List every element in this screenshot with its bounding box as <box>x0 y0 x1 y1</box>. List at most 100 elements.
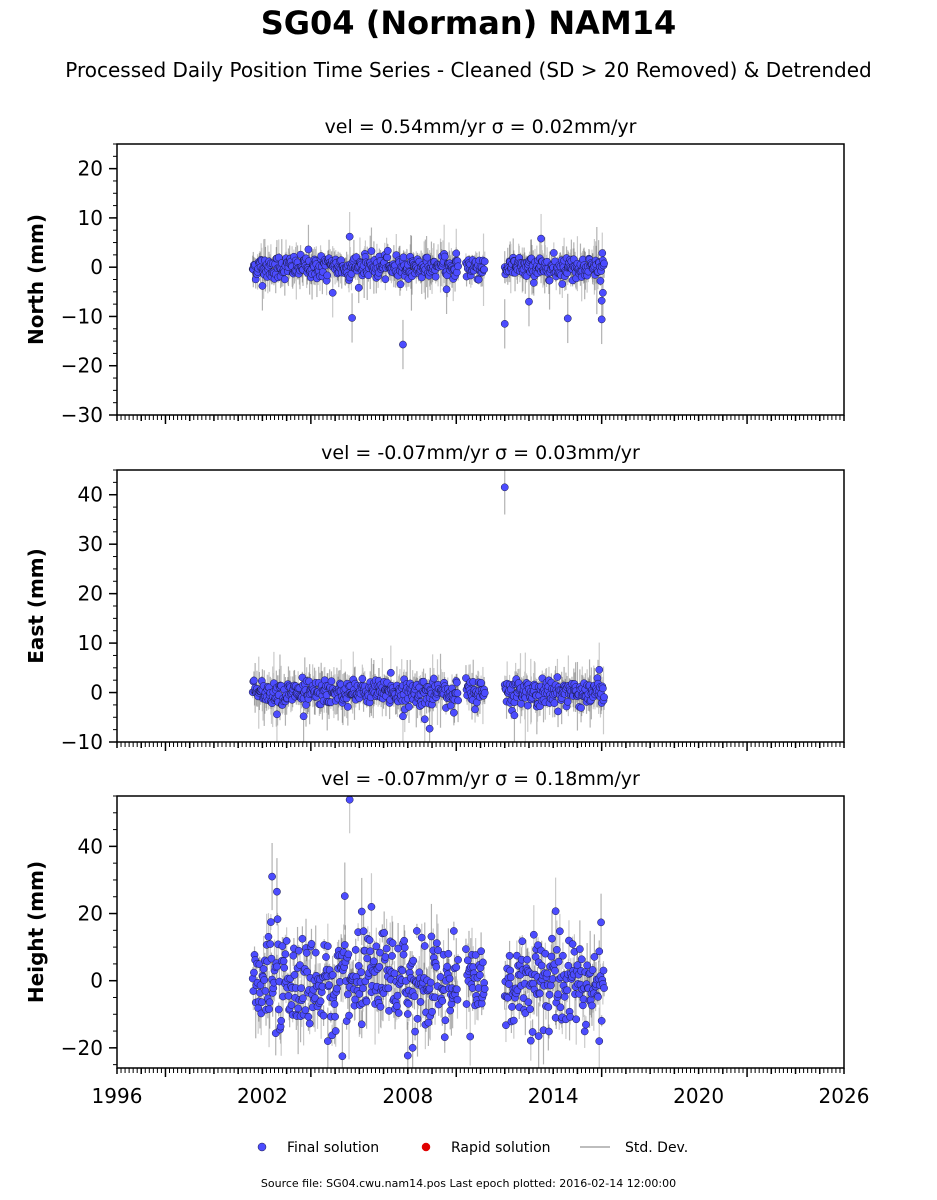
final-solution-point <box>355 990 364 998</box>
final-solution-point <box>250 676 258 685</box>
final-solution-point <box>294 1004 302 1013</box>
final-solution-point <box>299 712 308 721</box>
final-solution-point <box>357 907 366 916</box>
final-solution-point <box>260 976 269 984</box>
final-solution-point <box>340 892 349 900</box>
final-solution-point <box>528 1028 537 1036</box>
final-solution-point <box>354 283 363 292</box>
final-solution-point <box>479 958 487 967</box>
final-solution-point <box>545 1027 553 1036</box>
final-solution-point <box>427 932 436 941</box>
y-tick-label: 40 <box>78 483 103 507</box>
final-solution-point <box>550 699 559 708</box>
final-solution-point <box>529 278 538 287</box>
x-axis-east <box>116 742 845 751</box>
final-solution-point <box>573 961 582 969</box>
final-solution-point <box>277 1016 286 1025</box>
final-solution-point <box>526 1036 535 1045</box>
final-solution-point <box>477 947 485 956</box>
final-solution-point <box>505 951 514 960</box>
final-solution-point <box>273 962 281 971</box>
x-tick-label: 1996 <box>92 1084 143 1108</box>
final-solution-point <box>404 999 413 1008</box>
final-solution-point <box>577 955 586 964</box>
final-solution-point <box>529 930 538 939</box>
stddev-bars-height <box>252 796 605 1068</box>
final-solution-point <box>278 942 287 950</box>
y-tick-label: 0 <box>90 255 103 279</box>
stddev-bars-east <box>252 470 605 742</box>
final-solution-point <box>273 710 281 719</box>
final-solution-point <box>590 953 599 961</box>
final-solution-point <box>257 998 266 1007</box>
final-solution-point <box>551 966 559 975</box>
final-solution-point <box>576 945 584 953</box>
final-solution-point <box>454 696 462 705</box>
final-solution-point <box>430 674 438 683</box>
final-solution-point <box>328 971 337 979</box>
y-tick-label: 0 <box>90 681 103 705</box>
final-solution-point <box>441 1016 450 1025</box>
final-solution-point <box>563 986 571 995</box>
x-tick-label: 2008 <box>382 1084 433 1108</box>
panel-east: −10 0 10 20 30 40 vel = -0.07mm/yr σ = 0.03mm/… <box>24 442 845 754</box>
panel-title: vel = 0.54mm/yr σ = 0.02mm/yr <box>325 116 637 138</box>
final-solution-point <box>400 936 409 945</box>
y-axis-label: Height (mm) <box>24 861 48 1003</box>
final-solution-point <box>452 963 461 972</box>
final-solution-point <box>399 712 407 721</box>
final-solution-point <box>554 990 562 999</box>
final-solution-point <box>548 934 556 943</box>
final-solution-point <box>375 963 384 971</box>
final-solution-point <box>577 703 585 712</box>
final-solution-point <box>410 992 419 1001</box>
legend-item: Final solution <box>257 1140 379 1156</box>
final-solution-point <box>431 272 440 281</box>
final-solution-point <box>423 253 432 262</box>
final-solution-point <box>280 275 289 284</box>
final-solution-point <box>258 282 267 290</box>
final-solution-point <box>600 259 608 268</box>
final-solution-point <box>525 297 533 306</box>
legend-label: Final solution <box>287 1140 379 1156</box>
final-solution-point <box>600 693 608 702</box>
final-solution-point <box>330 1000 339 1008</box>
x-tick-label: 2014 <box>528 1084 579 1108</box>
y-tick-label: 10 <box>78 206 103 230</box>
final-solution-point <box>476 971 484 979</box>
final-solution-point <box>480 689 489 697</box>
y-tick-label: −20 <box>61 354 103 378</box>
final-solution-point <box>452 249 461 258</box>
final-solution-point <box>446 1006 455 1015</box>
final-solution-point <box>463 956 472 965</box>
final-solution-point <box>434 946 442 955</box>
final-solution-point <box>273 915 282 924</box>
final-solution-point <box>442 285 451 294</box>
final-solution-point <box>267 918 275 926</box>
final-solution-point <box>408 1044 417 1052</box>
final-solution-point <box>502 1021 510 1030</box>
final-solution-point <box>357 968 366 977</box>
final-solution-point <box>545 276 554 285</box>
final-solution-point <box>506 973 515 982</box>
final-solution-point <box>453 678 461 687</box>
panel-north: −30 −20 −10 0 10 20 vel = 0.54mm/yr σ = 0.02mm… <box>24 116 845 427</box>
final-solution-points-east <box>248 483 608 733</box>
final-solution-point <box>454 955 462 964</box>
final-solution-point <box>466 1032 475 1041</box>
final-solution-point <box>560 992 569 1001</box>
final-solution-points-north <box>248 232 608 349</box>
final-solution-point <box>438 997 447 1005</box>
y-tick-label: 10 <box>78 631 103 655</box>
final-solution-point <box>299 994 307 1003</box>
final-solution-point <box>597 296 606 305</box>
final-solution-point <box>345 1011 353 1020</box>
y-tick-label: −10 <box>61 304 103 328</box>
final-solution-point <box>556 927 564 936</box>
final-solution-point <box>282 937 291 945</box>
final-solution-point <box>304 1012 313 1021</box>
final-solution-point <box>403 1010 412 1018</box>
y-tick-label: 30 <box>78 532 103 556</box>
final-solution-point <box>480 984 489 993</box>
legend: Final solution Rapid solution Std. Dev. <box>257 1140 688 1156</box>
